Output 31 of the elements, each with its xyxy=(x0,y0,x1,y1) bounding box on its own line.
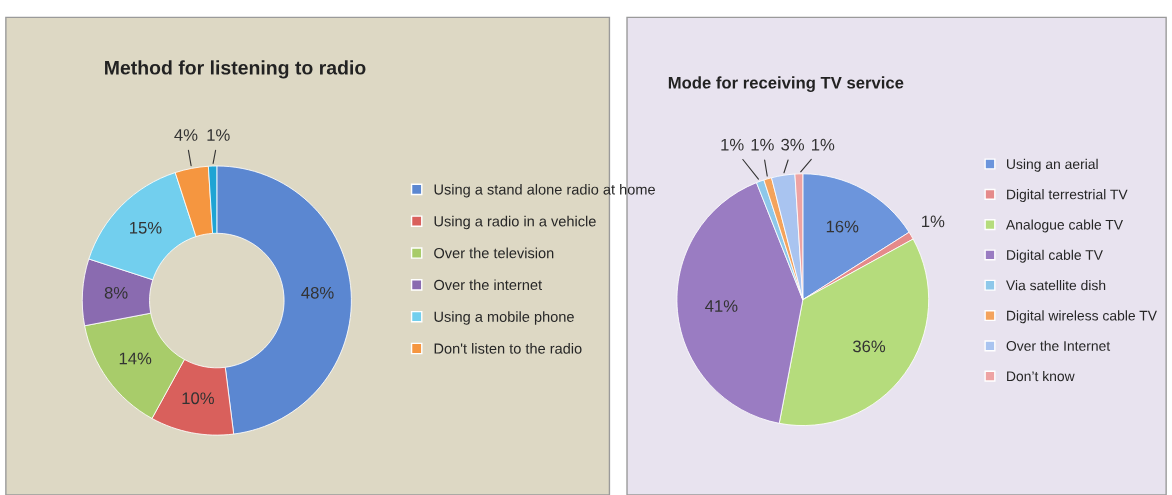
legend-label: Via satellite dish xyxy=(1006,280,1106,291)
data-label: 1% xyxy=(721,138,744,151)
legend-label: Using a mobile phone xyxy=(434,311,574,325)
data-label: 48% xyxy=(301,286,334,299)
data-label: 1% xyxy=(922,215,945,228)
data-label: 10% xyxy=(182,392,214,405)
legend-label: Analogue cable TV xyxy=(1005,219,1124,233)
data-label: 1% xyxy=(207,129,230,141)
data-label: 8% xyxy=(104,286,128,299)
data-label: 14% xyxy=(119,352,152,365)
legend-label: Using a radio in a vehicle xyxy=(434,215,596,230)
data-label: 3% xyxy=(781,138,805,151)
legend-label: Digital cable TV xyxy=(1007,249,1103,263)
legend-label: Don’t know xyxy=(1007,370,1075,382)
data-label: 16% xyxy=(826,220,859,233)
data-label: 15% xyxy=(130,221,162,234)
data-label: 1% xyxy=(751,138,774,151)
legend-label: Don't listen to the radio xyxy=(434,343,582,354)
data-label: 41% xyxy=(705,300,738,312)
chart-title: Mode for receiving TV service xyxy=(668,76,904,92)
legend-label: Over the television xyxy=(434,247,554,259)
data-label: 1% xyxy=(812,138,835,151)
legend-label: Over the Internet xyxy=(1006,340,1111,351)
legend-label: Using a stand alone radio at home xyxy=(434,183,655,198)
data-label: 36% xyxy=(852,340,886,353)
legend-label: Digital wireless cable TV xyxy=(1007,310,1157,324)
legend-label: Digital terrestrial TV xyxy=(1007,189,1128,203)
legend-label: Using an aerial xyxy=(1007,158,1098,172)
legend-label: Over the internet xyxy=(434,279,542,291)
data-label: 4% xyxy=(174,129,198,141)
chart-title: Method for listening to radio xyxy=(105,60,366,79)
